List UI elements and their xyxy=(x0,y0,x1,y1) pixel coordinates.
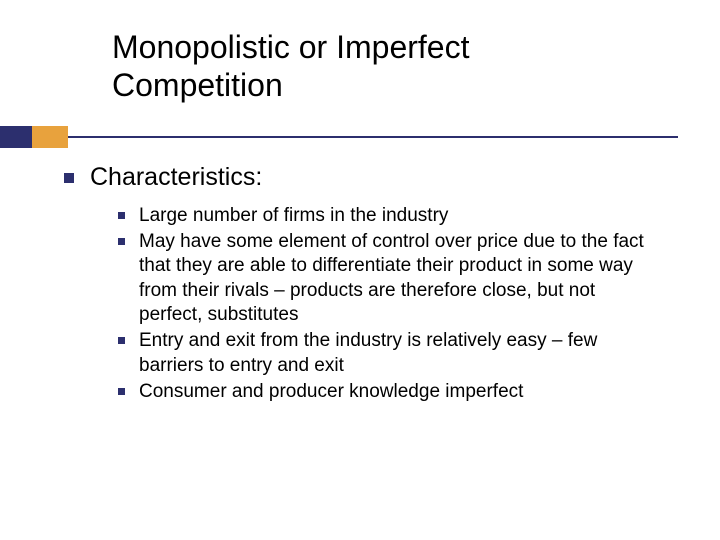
accent-bar xyxy=(0,126,720,148)
square-bullet-icon xyxy=(118,212,125,219)
title-block: Monopolistic or Imperfect Competition xyxy=(112,28,660,105)
list-item: Entry and exit from the industry is rela… xyxy=(118,329,660,378)
slide: Monopolistic or Imperfect Competition Ch… xyxy=(0,0,720,540)
accent-orange-block xyxy=(32,126,68,148)
list-item: May have some element of control over pr… xyxy=(118,230,660,327)
bullet-list: Large number of firms in the industry Ma… xyxy=(118,204,660,405)
bullet-text: Large number of firms in the industry xyxy=(139,204,448,228)
section-heading-row: Characteristics: xyxy=(64,163,660,192)
slide-title-line1: Monopolistic or Imperfect xyxy=(112,28,660,66)
bullet-text: Consumer and producer knowledge imperfec… xyxy=(139,380,523,404)
accent-line xyxy=(68,136,678,138)
bullet-text: Entry and exit from the industry is rela… xyxy=(139,329,660,378)
section-heading: Characteristics: xyxy=(90,163,262,192)
square-bullet-icon xyxy=(118,388,125,395)
list-item: Consumer and producer knowledge imperfec… xyxy=(118,380,660,404)
list-item: Large number of firms in the industry xyxy=(118,204,660,228)
square-bullet-icon xyxy=(64,173,74,183)
accent-navy-block xyxy=(0,126,32,148)
square-bullet-icon xyxy=(118,337,125,344)
bullet-text: May have some element of control over pr… xyxy=(139,230,660,327)
slide-title-line2: Competition xyxy=(112,66,660,104)
square-bullet-icon xyxy=(118,238,125,245)
content-area: Characteristics: Large number of firms i… xyxy=(60,163,660,405)
